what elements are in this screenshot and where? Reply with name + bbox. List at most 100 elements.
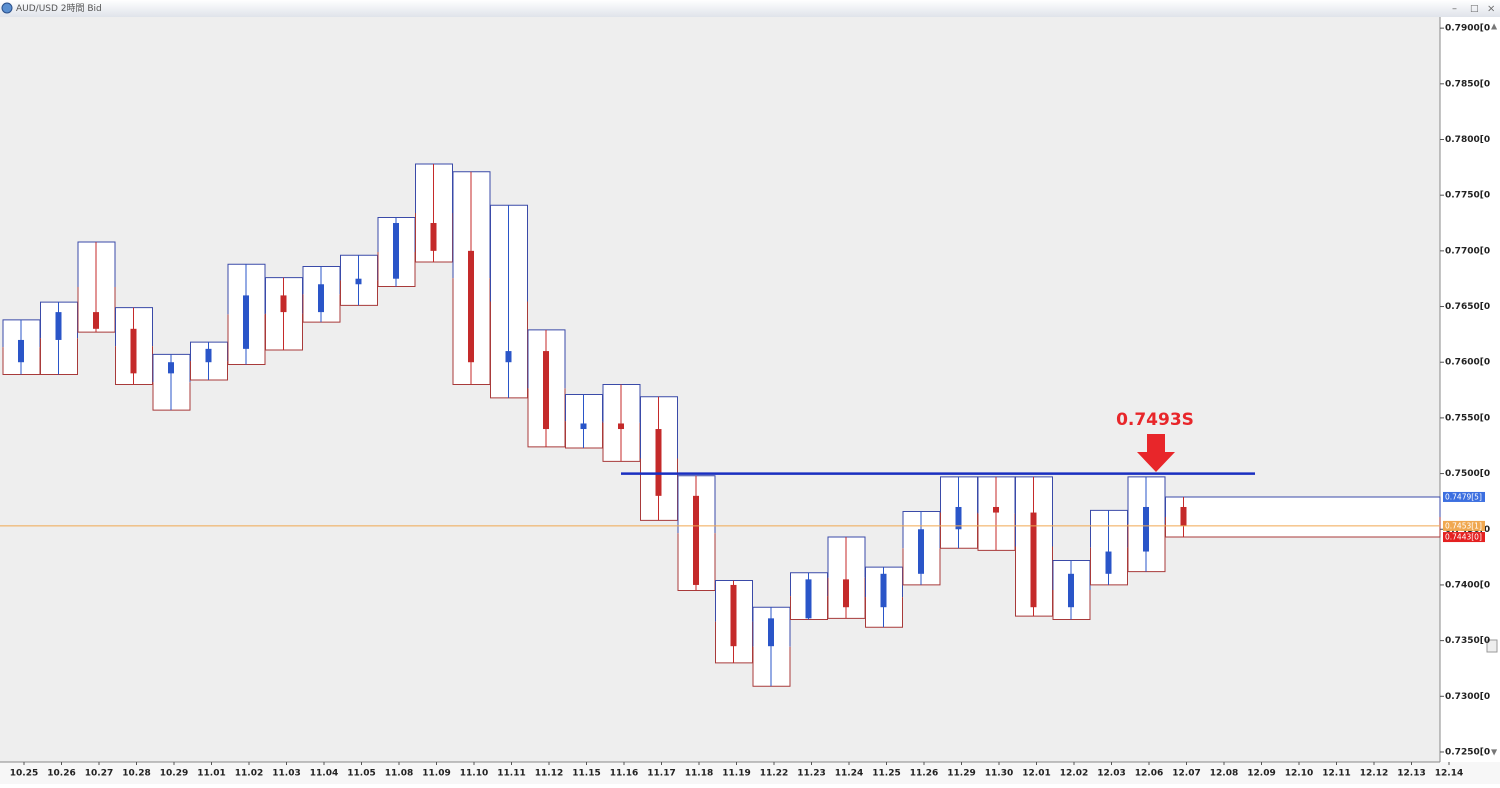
candle-body [280, 295, 287, 313]
day-high-edge [752, 606, 791, 647]
annotation-text: 0.7493S [1116, 410, 1194, 430]
price-axis [1440, 17, 1500, 762]
candle-body [393, 223, 399, 279]
x-tick-label: 11.29 [947, 769, 975, 779]
x-tick-label: 11.09 [422, 769, 450, 779]
candle-body [243, 295, 249, 349]
candle-body [693, 495, 699, 585]
x-tick-label: 11.16 [610, 769, 638, 779]
y-tick-label: 0.7800[0 [1445, 135, 1490, 145]
x-tick-label: 11.24 [835, 769, 863, 779]
candle-body [1068, 573, 1074, 608]
day-high-edge [115, 307, 153, 347]
candle-body [843, 579, 849, 608]
day-low-edge [1165, 517, 1441, 538]
y-tick-label: 0.7350[0 [1445, 636, 1490, 646]
y-tick-label: 0.7250[0 [1445, 747, 1490, 757]
day-high-edge [640, 396, 678, 459]
candle-body [1105, 551, 1112, 574]
candle-body [768, 618, 774, 647]
x-tick-label: 11.18 [685, 769, 713, 779]
scroll-up[interactable]: ▲ [1491, 22, 1498, 31]
day-low-edge [152, 382, 191, 411]
day-high-edge [527, 329, 566, 389]
y-tick-label: 0.7550[0 [1445, 413, 1490, 423]
y-tick-label: 0.7700[0 [1445, 246, 1490, 256]
chart-title: AUD/USD 2時間 Bid [16, 3, 102, 14]
x-tick-label: 12.13 [1397, 769, 1425, 779]
candle-body [18, 339, 24, 363]
x-tick-label: 12.02 [1060, 769, 1088, 779]
x-tick-label: 12.14 [1435, 769, 1463, 779]
x-tick-label: 11.22 [760, 769, 788, 779]
title-bar [0, 0, 1500, 17]
x-tick-label: 11.04 [310, 769, 338, 779]
candle-body [1030, 512, 1037, 608]
x-tick-label: 10.29 [160, 769, 188, 779]
candle-body [918, 529, 924, 574]
y-tick-label: 0.7650[0 [1445, 302, 1490, 312]
y-tick-label: 0.7900[0 [1445, 24, 1490, 34]
y-tick-label: 0.7600[0 [1445, 358, 1490, 368]
candle-body [730, 584, 737, 647]
x-tick-label: 11.11 [497, 769, 525, 779]
y-tick-label: 0.7500[0 [1445, 469, 1490, 479]
x-tick-label: 11.15 [572, 769, 600, 779]
annotation-arrow [1137, 434, 1175, 472]
x-tick-label: 11.26 [910, 769, 938, 779]
scroll-thumb[interactable] [1486, 639, 1498, 653]
candle-body [168, 362, 174, 374]
x-tick-label: 11.19 [722, 769, 750, 779]
x-tick-label: 11.10 [460, 769, 488, 779]
x-tick-label: 11.17 [647, 769, 675, 779]
x-tick-label: 12.01 [1022, 769, 1050, 779]
scroll-down[interactable]: ▼ [1491, 748, 1498, 757]
x-tick-label: 12.03 [1097, 769, 1125, 779]
candle-body [93, 312, 99, 329]
x-tick-label: 12.11 [1322, 769, 1350, 779]
y-tick-label: 0.7400[0 [1445, 580, 1490, 590]
candle-body [955, 506, 962, 530]
candle-body [355, 278, 362, 285]
candle-body [430, 223, 437, 251]
candle-body [505, 351, 512, 363]
x-tick-label: 11.08 [385, 769, 413, 779]
y-tick-label: 0.7750[0 [1445, 191, 1490, 201]
candle-body [205, 348, 212, 363]
x-tick-label: 10.27 [85, 769, 113, 779]
window-icon [1, 2, 13, 14]
x-tick-label: 10.25 [10, 769, 38, 779]
x-tick-label: 12.06 [1135, 769, 1163, 779]
y-tick-label: 0.7850[0 [1445, 79, 1490, 89]
price-tag-label: 0.7453[1] [1445, 521, 1482, 530]
day-high-edge [827, 536, 866, 578]
price-tag [1443, 520, 1485, 531]
day-range-box [1165, 496, 1440, 538]
candle-body [1143, 506, 1149, 552]
price-tag [1443, 491, 1485, 502]
day-low-edge [1052, 589, 1091, 620]
candle-body [655, 429, 662, 496]
price-tag-label: 0.7479[5] [1445, 492, 1482, 501]
day-low-edge [377, 251, 416, 287]
candle-body [468, 250, 474, 363]
candle-body [880, 573, 887, 608]
x-tick-label: 12.07 [1172, 769, 1200, 779]
y-tick-label: 0.7300[0 [1445, 692, 1490, 702]
day-high-edge [1165, 496, 1441, 518]
candle-body [618, 423, 624, 430]
time-axis [0, 762, 1500, 784]
maximize-button[interactable]: □ [1470, 4, 1479, 14]
candle-body [130, 328, 137, 374]
price-tag-label: 0.7443[0] [1445, 533, 1482, 542]
candle-body [1180, 506, 1187, 526]
minimize-button[interactable]: – [1452, 4, 1457, 15]
close-button[interactable]: × [1487, 4, 1495, 15]
candle-body [318, 284, 324, 313]
x-tick-label: 10.26 [47, 769, 75, 779]
x-tick-label: 11.05 [347, 769, 375, 779]
candle-body [543, 351, 549, 430]
candle-body [55, 312, 62, 340]
x-tick-label: 11.23 [797, 769, 825, 779]
